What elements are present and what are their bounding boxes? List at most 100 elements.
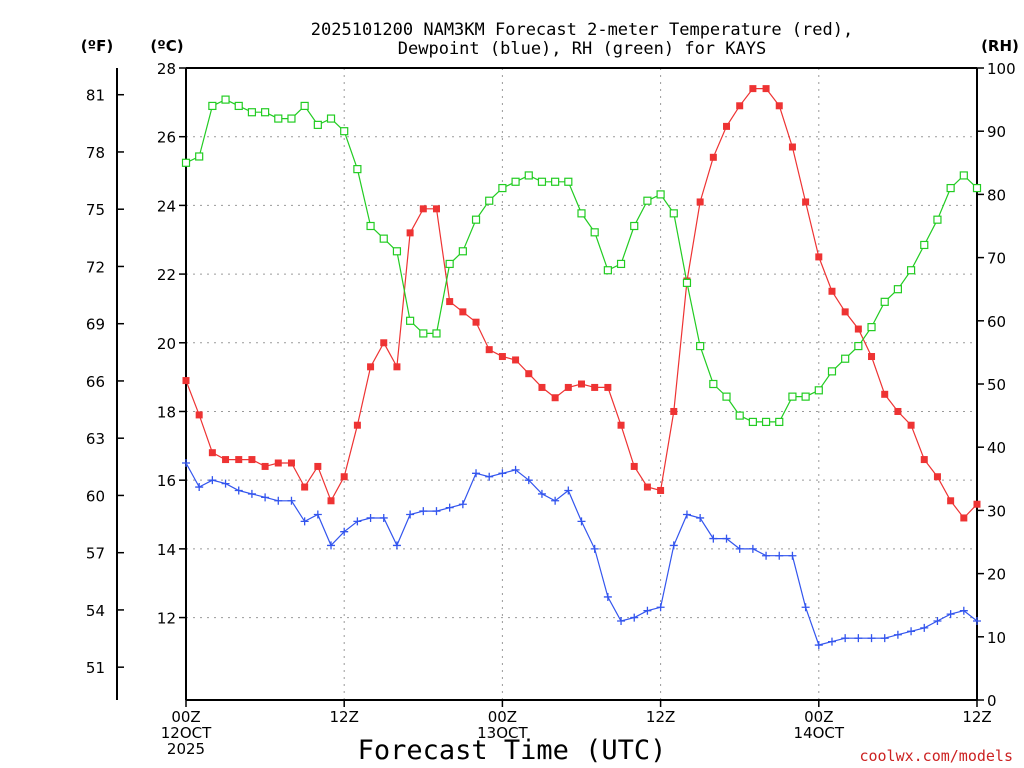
temperature-point — [182, 377, 190, 385]
rh-point — [801, 392, 810, 401]
dewpoint-point — [564, 486, 573, 495]
dewpoint-point — [827, 637, 836, 646]
x-tick-label: 00Z — [804, 708, 833, 726]
rh-point — [920, 240, 929, 250]
rh-tick-label: 90 — [987, 123, 1006, 141]
temperature-point — [419, 205, 427, 213]
rh-point — [590, 228, 599, 237]
rh-point — [340, 127, 349, 136]
dewpoint-point — [814, 641, 823, 650]
rh-point — [656, 190, 665, 199]
temperature-point — [551, 394, 559, 402]
celsius-unit-label: (ºC) — [150, 37, 183, 55]
dewpoint-point — [775, 551, 784, 560]
rh-tick-label: 100 — [987, 60, 1016, 78]
rh-point — [709, 379, 718, 389]
rh-point — [880, 297, 889, 306]
rh-point — [630, 221, 639, 231]
celsius-tick-label: 28 — [157, 60, 176, 78]
dewpoint-point — [907, 627, 916, 636]
dewpoint-point — [511, 465, 520, 474]
dewpoint-point — [445, 503, 454, 512]
dewpoint-point — [920, 623, 929, 632]
dewpoint-point — [867, 634, 876, 643]
rh-point — [261, 108, 270, 117]
rh-tick-label: 10 — [987, 629, 1006, 647]
dewpoint-point — [617, 617, 626, 625]
rh-point — [748, 417, 757, 427]
dewpoint-point — [630, 613, 639, 622]
celsius-tick-label: 14 — [157, 541, 176, 559]
x-tick-label: 12Z — [646, 708, 675, 726]
temperature-point — [380, 339, 388, 347]
temperature-point — [512, 356, 520, 364]
rh-point — [867, 323, 876, 332]
temperature-point — [802, 198, 810, 206]
temperature-point — [657, 486, 665, 494]
temperature-point — [709, 153, 717, 161]
dewpoint-point — [458, 500, 467, 509]
temperature-point — [630, 462, 638, 470]
fahrenheit-tick-label: 60 — [86, 487, 105, 505]
celsius-tick-label: 20 — [157, 335, 176, 353]
x-tick-label: 12OCT — [161, 724, 212, 742]
rh-point — [959, 171, 968, 180]
rh-point — [432, 329, 441, 338]
dewpoint-point — [696, 513, 705, 522]
dewpoint-point — [603, 592, 612, 601]
rh-tick-label: 30 — [987, 502, 1006, 520]
dewpoint-point — [274, 496, 283, 505]
dewpoint-point — [221, 479, 230, 488]
rh-point — [616, 259, 626, 269]
temperature-point — [868, 353, 876, 361]
temperature-point — [696, 198, 704, 206]
dewpoint-point — [735, 544, 744, 553]
rh-point — [274, 114, 283, 123]
temperature-point — [274, 459, 282, 467]
temperature-point — [762, 85, 770, 93]
temperature-point — [446, 298, 454, 306]
celsius-tick-label: 24 — [157, 197, 176, 215]
rh-point — [893, 285, 903, 294]
x-tick-label: 14OCT — [794, 724, 845, 742]
temperature-point — [947, 497, 955, 505]
celsius-tick-label: 18 — [157, 403, 176, 421]
temperature-point — [353, 421, 361, 429]
rh-tick-label: 60 — [987, 313, 1006, 331]
rh-point — [181, 158, 191, 167]
temperature-point — [973, 500, 981, 508]
dewpoint-point — [959, 606, 968, 615]
rh-point — [643, 196, 652, 205]
dewpoint-point — [261, 493, 270, 502]
dewpoint-point — [182, 459, 190, 467]
dewpoint-point — [498, 469, 507, 478]
dewpoint-point — [669, 541, 678, 550]
temperature-point — [235, 456, 243, 464]
dewpoint-point — [748, 544, 757, 553]
temperature-point — [485, 346, 493, 354]
dewpoint-point — [841, 634, 850, 643]
fahrenheit-tick-label: 75 — [86, 201, 105, 219]
rh-point — [366, 221, 375, 231]
dewpoint-point — [590, 544, 599, 553]
fahrenheit-tick-label: 78 — [86, 144, 105, 162]
dewpoint-point — [537, 489, 546, 498]
temperature-point — [301, 483, 309, 491]
fahrenheit-tick-label: 57 — [86, 545, 105, 563]
dewpoint-point — [366, 513, 375, 522]
celsius-tick-label: 22 — [157, 266, 176, 284]
rh-point — [537, 177, 547, 186]
rh-point — [498, 183, 507, 193]
rh-point — [761, 417, 771, 427]
dewpoint-point — [340, 527, 349, 536]
temperature-point — [538, 383, 546, 391]
dewpoint-point — [234, 486, 243, 495]
rh-point — [234, 101, 243, 111]
rh-point — [669, 209, 678, 218]
rh-point — [485, 196, 494, 205]
chart-title-line-1: 2025101200 NAM3KM Forecast 2-meter Tempe… — [311, 20, 853, 40]
fahrenheit-tick-label: 72 — [86, 258, 105, 276]
celsius-tick-label: 26 — [157, 129, 176, 147]
rh-point — [841, 354, 850, 363]
